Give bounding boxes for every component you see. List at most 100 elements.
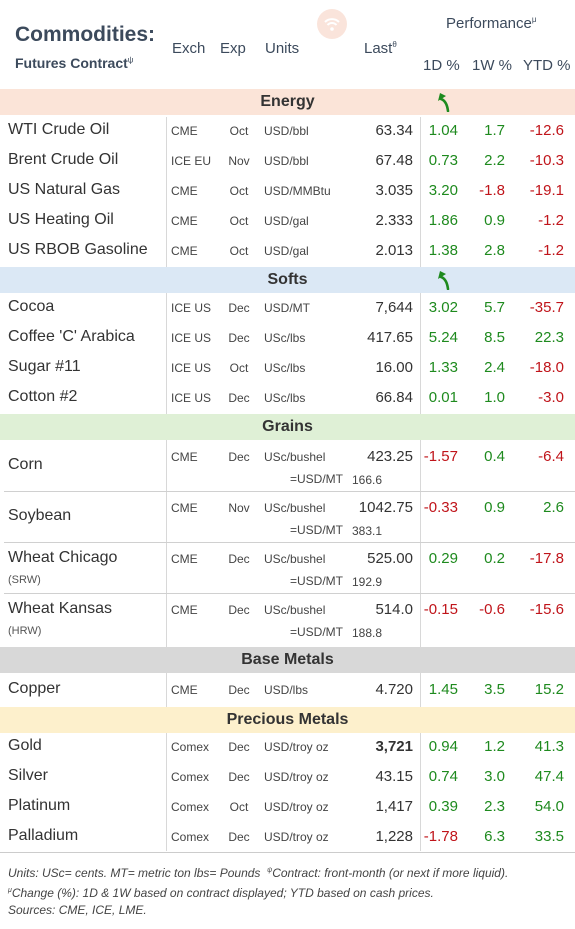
units: USc/lbs xyxy=(264,361,306,375)
exchange: CME xyxy=(171,184,198,198)
change-ytd: 15.2 xyxy=(534,681,564,698)
commodity-name: Coffee 'C' Arabica xyxy=(8,328,135,345)
units: USc/bushel xyxy=(264,450,326,464)
expiry: Dec xyxy=(228,301,250,315)
usd-mt-label: =USD/MT xyxy=(290,472,344,486)
table-title: Commodities: xyxy=(15,23,156,46)
change-1w: 1.7 xyxy=(484,122,505,139)
green-up-arrow-icon xyxy=(438,93,450,112)
commodity-subname: (SRW) xyxy=(8,574,41,586)
change-1d: 1.45 xyxy=(428,681,458,698)
change-1d: 0.73 xyxy=(428,152,458,169)
usd-mt-value: 192.9 xyxy=(351,575,382,589)
exchange: ICE US xyxy=(171,301,212,315)
expiry: Dec xyxy=(228,391,250,405)
usd-mt-label: =USD/MT xyxy=(290,625,344,639)
last-price: 1,417 xyxy=(375,798,413,815)
col-last-header: Lastθ xyxy=(364,40,397,57)
change-ytd: 2.6 xyxy=(543,499,564,516)
exchange: Comex xyxy=(171,740,210,754)
change-1w: 0.4 xyxy=(484,448,505,465)
footnote-sources: Sources: CME, ICE, LME. xyxy=(8,903,147,917)
change-1w: 3.0 xyxy=(484,768,505,785)
usd-mt-value: 383.1 xyxy=(351,524,382,538)
col-ytd-header: YTD % xyxy=(523,57,571,74)
change-ytd: -18.0 xyxy=(529,359,564,376)
units: USD/gal xyxy=(264,244,309,258)
wifi-logo-icon xyxy=(317,9,347,39)
change-1w: 1.0 xyxy=(484,389,505,406)
table-row: Coffee 'C' Arabica ICE US Dec USc/lbs 417.65… xyxy=(0,324,575,354)
table-row: Copper CME Dec USD/lbs 4.720 1.45 3.5 15.2 xyxy=(0,676,575,706)
units: USc/bushel xyxy=(264,552,326,566)
change-ytd: 22.3 xyxy=(534,329,564,346)
change-ytd: -15.6 xyxy=(529,601,564,618)
commodity-name: Cocoa xyxy=(8,298,55,315)
col-exch-header: Exch xyxy=(172,40,206,57)
exchange: CME xyxy=(171,124,198,138)
exchange: ICE US xyxy=(171,331,212,345)
commodity-name: US RBOB Gasoline xyxy=(8,241,148,258)
section-precious-metals: Precious Metals xyxy=(0,707,575,733)
section-base-metals: Base Metals xyxy=(0,647,575,673)
change-ytd: -10.3 xyxy=(529,152,564,169)
units: USD/gal xyxy=(264,214,309,228)
last-price: 4.720 xyxy=(375,681,413,698)
change-1w: 1.2 xyxy=(484,738,505,755)
expiry: Oct xyxy=(229,800,249,814)
commodity-name: Wheat Kansas xyxy=(8,600,113,617)
table-row: Silver Comex Dec USD/troy oz 43.15 0.74 3.0 47.… xyxy=(0,763,575,793)
exchange: Comex xyxy=(171,800,210,814)
expiry: Dec xyxy=(228,331,250,345)
change-1w: 3.5 xyxy=(484,681,505,698)
table-row: US Natural Gas CME Oct USD/MMBtu 3.035 3.20 -1… xyxy=(0,177,575,207)
expiry: Dec xyxy=(228,603,250,617)
green-up-arrow-icon xyxy=(438,271,450,290)
units: USc/lbs xyxy=(264,331,306,345)
last-price: 67.48 xyxy=(375,152,413,169)
table-row: US Heating Oil CME Oct USD/gal 2.333 1.86 0.9 -… xyxy=(0,207,575,237)
commodity-name: Copper xyxy=(8,680,61,697)
change-ytd: -17.8 xyxy=(529,550,564,567)
change-1w: 0.2 xyxy=(484,550,505,567)
change-1d: 1.86 xyxy=(428,212,458,229)
expiry: Oct xyxy=(229,244,249,258)
section-energy: Energy xyxy=(0,89,575,115)
footnote-change: μChange (%): 1D & 1W based on contract d… xyxy=(8,885,434,900)
change-1w: 2.2 xyxy=(484,152,505,169)
change-1w: 6.3 xyxy=(484,828,505,845)
units: USc/bushel xyxy=(264,603,326,617)
last-price: 1042.75 xyxy=(358,499,413,516)
change-1d: 3.02 xyxy=(428,299,458,316)
exchange: CME xyxy=(171,214,198,228)
change-1w: 2.3 xyxy=(484,798,505,815)
exchange: Comex xyxy=(171,770,210,784)
expiry: Dec xyxy=(228,683,250,697)
change-1w: 8.5 xyxy=(484,329,505,346)
performance-header: Performanceμ xyxy=(446,15,537,32)
exchange: Comex xyxy=(171,830,210,844)
units: USc/lbs xyxy=(264,391,306,405)
expiry: Nov xyxy=(228,154,250,168)
table-row: Palladium Comex Dec USD/troy oz 1,228 -1.78 6.… xyxy=(0,823,575,853)
expiry: Oct xyxy=(229,124,249,138)
last-price: 2.013 xyxy=(375,242,413,259)
row-divider xyxy=(4,491,575,492)
units: USD/lbs xyxy=(264,683,309,697)
row-divider xyxy=(4,593,575,594)
change-ytd: -6.4 xyxy=(538,448,564,465)
change-1d: -0.15 xyxy=(423,601,458,618)
change-1d: 0.39 xyxy=(428,798,458,815)
commodity-name: Soybean xyxy=(8,507,72,524)
change-1w: 2.8 xyxy=(484,242,505,259)
commodity-name: Sugar #11 xyxy=(8,358,81,375)
change-ytd: -1.2 xyxy=(538,242,564,259)
change-1d: -0.33 xyxy=(423,499,458,516)
expiry: Oct xyxy=(229,214,249,228)
change-1d: 1.38 xyxy=(428,242,458,259)
exchange: ICE EU xyxy=(171,154,212,168)
col-exp-header: Exp xyxy=(220,40,246,57)
exchange: ICE US xyxy=(171,361,212,375)
units: USc/bushel xyxy=(264,501,326,515)
